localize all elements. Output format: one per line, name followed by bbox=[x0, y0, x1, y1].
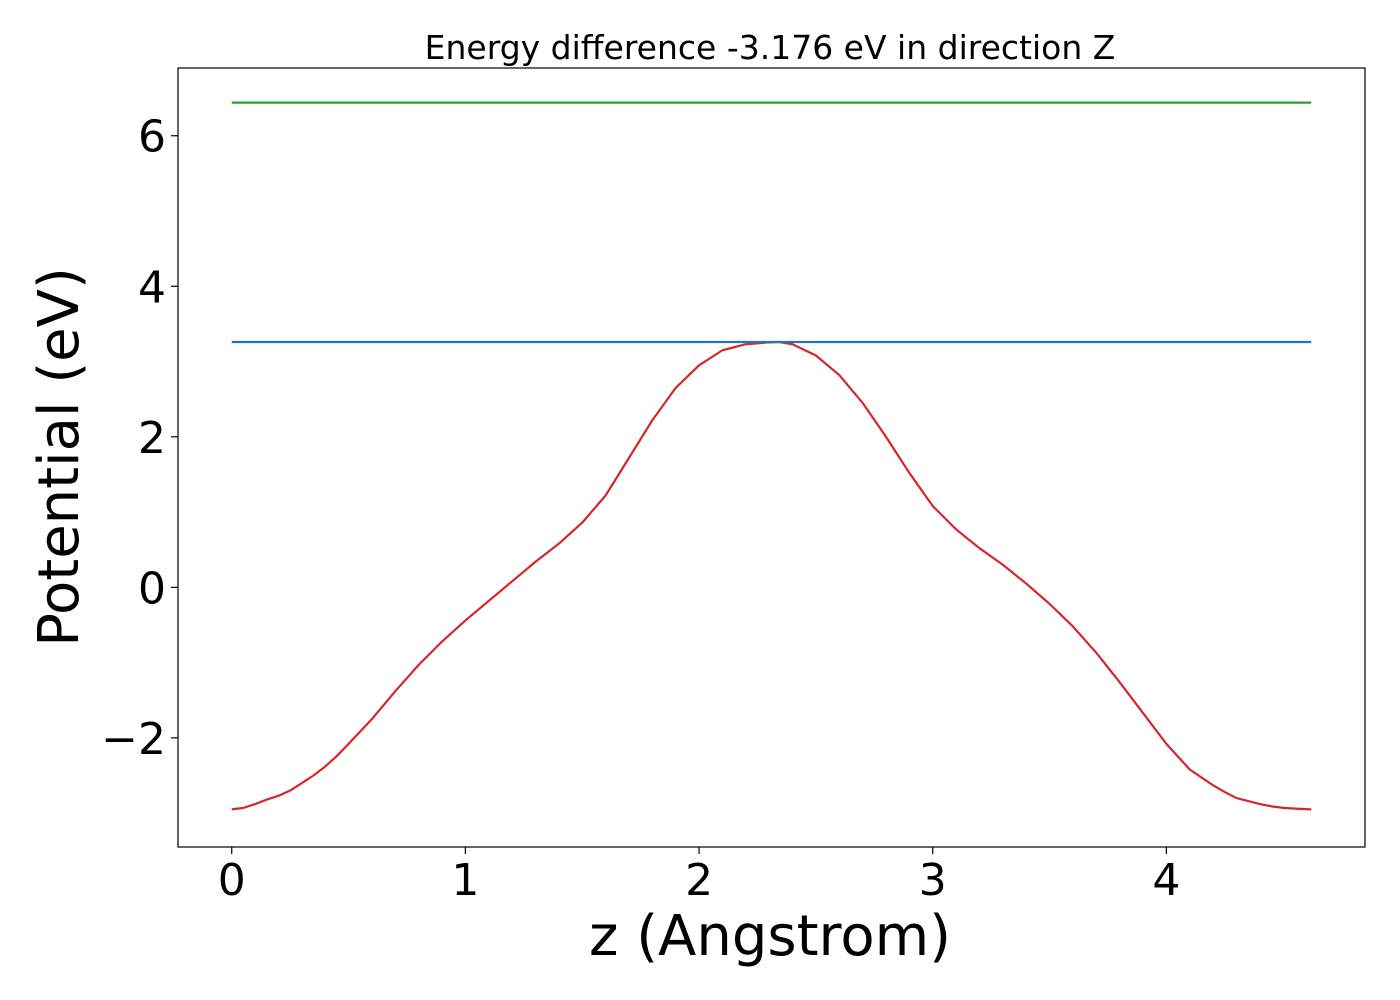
y-tick-label: 4 bbox=[138, 262, 166, 313]
y-tick-label: −2 bbox=[101, 714, 166, 765]
y-tick-label: 2 bbox=[138, 413, 166, 464]
x-tick-label: 4 bbox=[1152, 855, 1180, 906]
y-tick-label: 0 bbox=[138, 563, 166, 614]
y-tick-label: 6 bbox=[138, 112, 166, 163]
x-tick-label: 2 bbox=[685, 855, 713, 906]
plot-frame bbox=[177, 67, 1366, 848]
x-axis-label: z (Angstrom) bbox=[589, 904, 951, 969]
chart-title: Energy difference -3.176 eV in direction… bbox=[425, 28, 1116, 67]
x-tick-label: 0 bbox=[218, 855, 246, 906]
y-axis-label: Potential (eV) bbox=[27, 267, 92, 647]
x-tick-label: 1 bbox=[451, 855, 479, 906]
x-tick-label: 3 bbox=[919, 855, 947, 906]
series-line-0 bbox=[231, 340, 1312, 811]
